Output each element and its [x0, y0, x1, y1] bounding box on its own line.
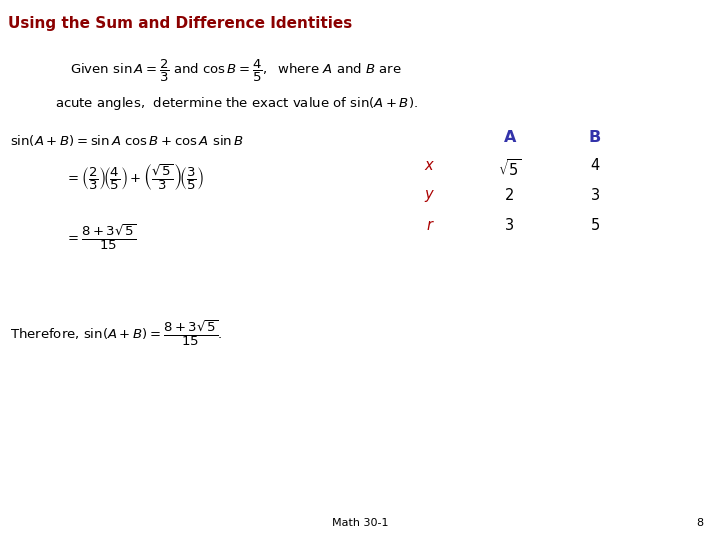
Text: 5: 5 — [590, 218, 600, 233]
Text: 2: 2 — [505, 188, 515, 203]
Text: 3: 3 — [590, 188, 600, 203]
Text: B: B — [589, 130, 601, 145]
Text: $\sin(A + B){=}\sin A \ \cos B + \cos A \ \sin B$: $\sin(A + B){=}\sin A \ \cos B + \cos A … — [10, 133, 243, 148]
Text: 3: 3 — [505, 218, 515, 233]
Text: acute angles,  determine the exact value of $\sin(A + B)$.: acute angles, determine the exact value … — [55, 95, 418, 112]
Text: $x$: $x$ — [424, 158, 436, 173]
Text: A: A — [504, 130, 516, 145]
Text: 8: 8 — [696, 518, 703, 528]
Text: $= \left(\dfrac{2}{3}\right)\!\left(\dfrac{4}{5}\right) + \left(\dfrac{\sqrt{5}}: $= \left(\dfrac{2}{3}\right)\!\left(\dfr… — [65, 162, 204, 192]
Text: $y$: $y$ — [424, 188, 436, 204]
Text: Using the Sum and Difference Identities: Using the Sum and Difference Identities — [8, 16, 352, 31]
Text: $= \dfrac{8+3\sqrt{5}}{15}$: $= \dfrac{8+3\sqrt{5}}{15}$ — [65, 222, 137, 252]
Text: Math 30-1: Math 30-1 — [332, 518, 388, 528]
Text: Given $\sin A{=}\dfrac{2}{3}$ and $\cos B{=}\dfrac{4}{5},$  where $A$ and $B$ ar: Given $\sin A{=}\dfrac{2}{3}$ and $\cos … — [70, 58, 402, 84]
Text: $r$: $r$ — [426, 218, 434, 233]
Text: Therefore, $\sin(A + B){=}\dfrac{8+3\sqrt{5}}{15}.$: Therefore, $\sin(A + B){=}\dfrac{8+3\sqr… — [10, 318, 222, 348]
Text: 4: 4 — [590, 158, 600, 173]
Text: $\sqrt{5}$: $\sqrt{5}$ — [498, 158, 522, 179]
